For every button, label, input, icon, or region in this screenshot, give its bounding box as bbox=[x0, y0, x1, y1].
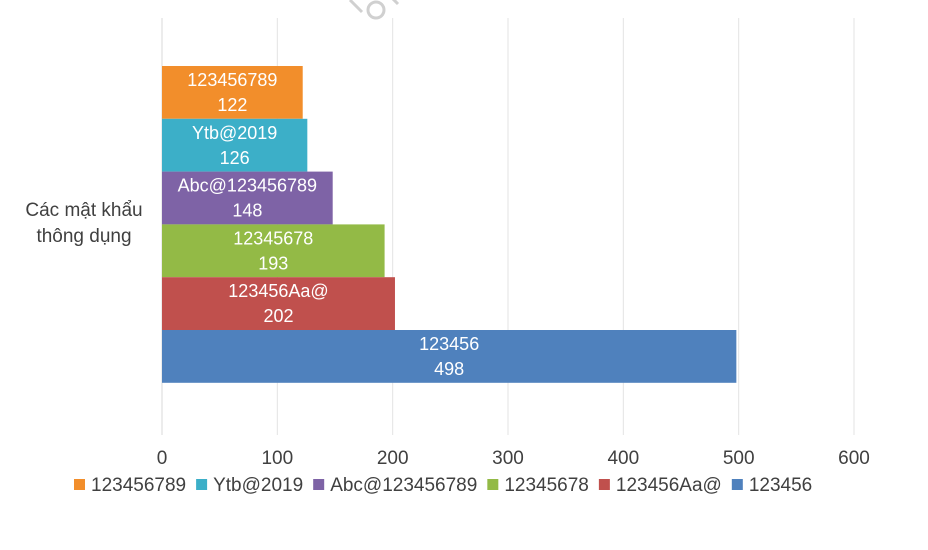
legend: 123456789 Ytb@2019 Abc@123456789 12345678 12… bbox=[74, 475, 812, 496]
legend-swatch bbox=[74, 479, 85, 490]
legend-label: 123456 bbox=[749, 475, 812, 496]
x-tick-label: 200 bbox=[377, 448, 409, 469]
bars: 123456789 122 Ytb@2019 126 Abc@123456789 148 1… bbox=[162, 66, 737, 383]
bar-series-label: Ytb@2019 bbox=[192, 123, 277, 143]
x-tick-label: 100 bbox=[261, 448, 293, 469]
bar bbox=[162, 118, 308, 172]
bar bbox=[162, 330, 737, 383]
legend-swatch bbox=[196, 479, 208, 490]
legend-swatch bbox=[731, 479, 743, 490]
bar-series-label: 123456789 bbox=[187, 70, 277, 90]
legend-swatch bbox=[598, 479, 610, 490]
x-tick-label: 500 bbox=[723, 448, 755, 469]
x-tick-label: 600 bbox=[838, 448, 870, 469]
bar bbox=[162, 224, 385, 278]
category-label: Các mật khẩu thông dụng bbox=[14, 198, 154, 250]
bar-value-label: 122 bbox=[217, 95, 247, 115]
bar-value-label: 202 bbox=[263, 306, 293, 326]
watermark-logo bbox=[348, 0, 400, 20]
bar-series-label: 123456Aa@ bbox=[228, 281, 328, 301]
legend-label: Abc@123456789 bbox=[330, 475, 477, 496]
legend-label: 123456Aa@ bbox=[616, 475, 722, 496]
legend-label: Ytb@2019 bbox=[213, 475, 303, 496]
bar bbox=[162, 171, 333, 225]
category-label-line-1: Các mật khẩu bbox=[25, 200, 143, 221]
bar-series-label: 12345678 bbox=[233, 228, 313, 248]
x-axis-ticks: 0 100 200 300 400 500 600 bbox=[157, 448, 870, 469]
bar-value-label: 193 bbox=[258, 253, 288, 273]
bar-series-label: 123456 bbox=[419, 334, 479, 354]
bar-value-label: 126 bbox=[220, 148, 250, 168]
legend-swatch bbox=[313, 479, 325, 490]
x-tick-label: 0 bbox=[157, 448, 168, 469]
bar-value-label: 498 bbox=[434, 359, 464, 379]
bar-series-label: Abc@123456789 bbox=[178, 176, 317, 196]
legend-label: 123456789 bbox=[91, 475, 186, 496]
legend-label: 12345678 bbox=[504, 475, 589, 496]
x-tick-label: 400 bbox=[607, 448, 639, 469]
bar bbox=[162, 66, 303, 119]
category-label-line-2: thông dụng bbox=[36, 226, 132, 247]
bar-value-label: 148 bbox=[232, 201, 262, 221]
x-tick-label: 300 bbox=[492, 448, 524, 469]
bar bbox=[162, 277, 395, 330]
legend-swatch bbox=[487, 479, 499, 490]
